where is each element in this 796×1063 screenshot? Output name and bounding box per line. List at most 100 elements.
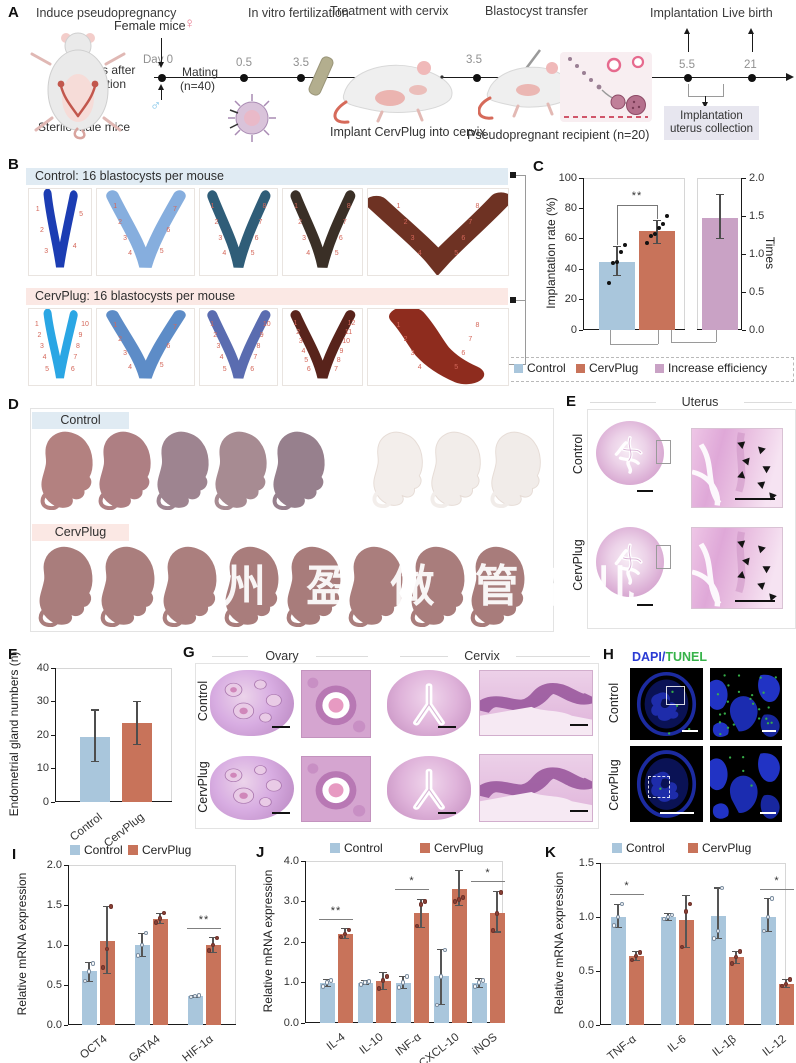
pup-art	[98, 431, 151, 511]
connector-square-control	[510, 172, 516, 178]
panel-k-ytick	[596, 1024, 600, 1026]
implantation-rate-ytick	[579, 299, 583, 301]
datapoint-control	[611, 261, 615, 266]
c-bracket-1-l	[671, 330, 672, 342]
errorbar-control-il-1β-cap-top	[714, 887, 722, 889]
implantation-site-number: 6	[461, 350, 466, 358]
bar-control-il-4	[319, 982, 335, 1023]
step-in-vitro-fertilization: In vitro fertilization	[248, 6, 349, 20]
timeline-tick-3-5a: 3.5	[293, 57, 309, 69]
scale-bar	[570, 724, 588, 726]
panel-d-box	[30, 408, 554, 632]
panel-j-ytick	[301, 860, 305, 862]
uterus-title-line-left	[590, 402, 656, 403]
datapoint-control-tnf-α	[611, 923, 617, 928]
errorbar-cervplug-cap-top	[133, 701, 141, 703]
implantation-rate-ytick-label: 100	[558, 171, 577, 184]
gland-numbers-ytick-label: 30	[36, 695, 49, 707]
pup-image-control	[96, 430, 156, 511]
pup-image-cervplug	[36, 545, 98, 628]
errorbar-control-cap-bot	[613, 274, 621, 276]
live-birth-arrow-icon	[748, 28, 754, 34]
bar-cervplug-inos	[489, 912, 505, 1023]
uterus-art	[106, 190, 186, 268]
implantation-site-number: 12	[347, 319, 356, 327]
legend-label-cervplug: CervPlug	[702, 841, 752, 855]
datapoint-cervplug-inos	[498, 890, 504, 895]
inset-source-box	[656, 440, 671, 464]
errorbar-cervplug-cap-top	[653, 220, 661, 222]
scale-bar-white	[682, 730, 698, 732]
panel-k-y-axis	[600, 863, 602, 1025]
fluorescence-art	[710, 674, 780, 737]
implantation-site-number: 6	[338, 234, 343, 242]
uterus-art	[106, 310, 186, 379]
errorbar-cervplug-il-4-cap-top	[341, 928, 349, 930]
datapoint-control	[615, 259, 619, 264]
datapoint-control-inos	[480, 978, 486, 983]
timeline-node-3-5a	[297, 74, 305, 82]
datapoint-cervplug-inf-α	[418, 902, 424, 907]
errorbar-control-cap-bot	[91, 761, 99, 763]
timeline-line	[154, 77, 786, 79]
errorbar-control-gata4-cap-top	[138, 932, 146, 934]
male-arrow-line	[161, 88, 163, 100]
errorbar-control-tnf-α-cap-top	[614, 903, 622, 905]
panel-j-ytick-label: 0.0	[283, 1016, 299, 1029]
bar-control-tnf-α	[610, 917, 626, 1025]
pup-art	[38, 546, 93, 628]
watermark-text: 州 盈 做 管架儿	[222, 562, 649, 611]
legend-swatch-increase-efficiency	[655, 364, 664, 373]
datapoint-control-inf-α	[396, 985, 402, 990]
implantation-site-number: 2	[40, 226, 44, 234]
gland-numbers-x-axis	[55, 801, 172, 803]
implantation-site-number: 4	[222, 250, 227, 258]
errorbar-cervplug-il-1β-cap-top	[732, 951, 740, 953]
datapoint-cervplug-inos	[490, 928, 496, 933]
timeline-arrow-icon	[786, 73, 794, 81]
errorbar-cervplug-inf-α-cap-bot	[417, 926, 425, 928]
panel-k-ytick-label: 0.0	[578, 1018, 594, 1031]
errorbar-cervplug	[136, 701, 138, 745]
sig-bracket-l	[617, 205, 618, 245]
treatment-mouse-illustration	[333, 61, 453, 124]
sig-stars: **	[631, 190, 643, 202]
pup-art	[490, 431, 541, 509]
panel-j-axis-label: Relative mRNA expression	[261, 869, 275, 1013]
bar-cervplug-il-10	[375, 981, 391, 1023]
errorbar-cervplug-cxcl-10	[458, 870, 460, 906]
implantation-site-number: 4	[72, 242, 77, 250]
panel-i-ytick-label: 1.5	[46, 898, 62, 911]
histology-art	[224, 679, 282, 723]
cervix-section-control	[387, 670, 471, 736]
datapoint-control	[623, 242, 627, 247]
errorbar-cervplug-gata4-cap-top	[156, 912, 164, 914]
pups-control-header: Control	[32, 412, 129, 429]
scale-bar	[272, 812, 290, 814]
legend-swatch-cervplug	[688, 843, 698, 853]
implantation-site-number: 4	[417, 364, 422, 372]
errorbar-cervplug-tnf-α-cap-top	[632, 951, 640, 953]
errorbar-cervplug-il-6-cap-top	[682, 894, 690, 897]
timeline-tick-0-5: 0.5	[236, 57, 252, 69]
legend-label-control: Control	[344, 841, 383, 855]
implantation-site-number: 7	[342, 218, 347, 226]
c-bracket-0-r	[658, 330, 659, 344]
panel-i-x-axis	[68, 1024, 236, 1026]
implantation-site-number: 6	[70, 365, 75, 373]
errorbar-control-cxcl-10-cap-bot	[437, 1004, 445, 1006]
implantation-rate-ytick-label: 20	[564, 293, 577, 306]
implantation-site-number: 2	[213, 331, 218, 339]
bar-cervplug-inf-α	[413, 912, 429, 1023]
legend-swatch-cervplug	[128, 845, 138, 855]
oocyte-illustration	[228, 94, 276, 142]
pup-art	[286, 546, 341, 628]
timeline-node-3-5b	[473, 74, 481, 82]
implantation-site-number: 5	[250, 250, 255, 258]
implantation-site-number: 2	[296, 329, 301, 337]
arrowhead-icon	[740, 556, 750, 566]
implantation-site-number: 9	[78, 331, 83, 339]
sig-stars-inf-α: *	[409, 875, 415, 888]
errorbar-increase-efficiency-cap-bot	[716, 238, 724, 240]
